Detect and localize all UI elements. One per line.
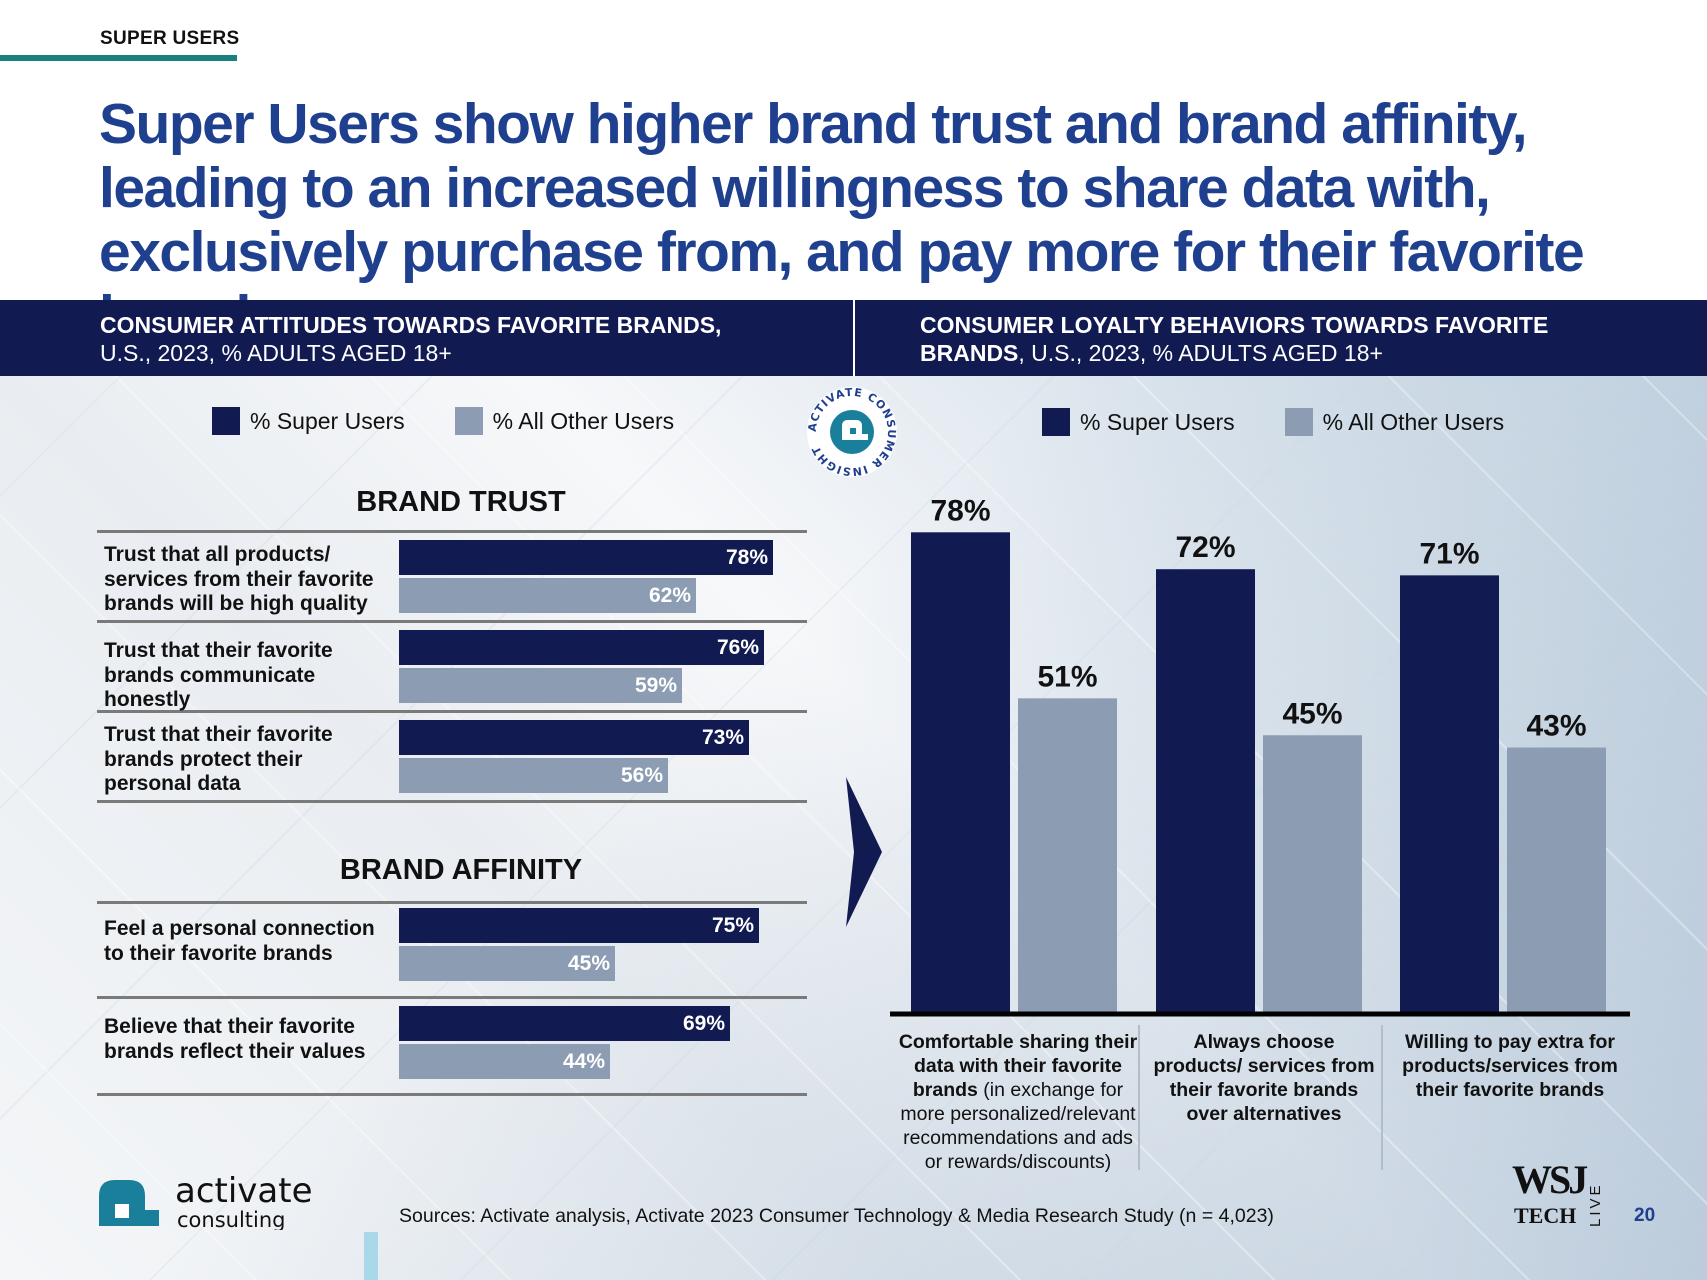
legend-label-other: % All Other Users	[492, 407, 675, 434]
row-label: Believe that their favorite brands refle…	[104, 1015, 366, 1063]
wsj-text: WSJ	[1512, 1157, 1587, 1202]
right-panel-title: CONSUMER LOYALTY BEHAVIORS TOWARDS FAVOR…	[920, 311, 1548, 367]
right-panel-title-bold-1: CONSUMER LOYALTY BEHAVIORS TOWARDS FAVOR…	[920, 312, 1549, 338]
bar-super-users: 73%	[399, 720, 749, 755]
wsj-tech-text: TECH	[1514, 1203, 1576, 1228]
category-label-sharing-note: (in exchange for more personalized/relev…	[900, 1079, 1136, 1173]
legend-item-other: % All Other Users	[1284, 408, 1505, 436]
bar-other-users: 62%	[399, 578, 696, 613]
left-panel-title-rest: U.S., 2023, % ADULTS AGED 18+	[100, 340, 452, 366]
wsj-live-text: LIVE	[1587, 1182, 1604, 1227]
row-divider	[97, 1093, 807, 1096]
category-separator	[1381, 1025, 1383, 1170]
row-label: Trust that their favorite brands protect…	[104, 723, 333, 795]
right-panel-title-rest: , U.S., 2023, % ADULTS AGED 18+	[1018, 340, 1383, 366]
right-legend: % Super Users % All Other Users	[1042, 408, 1554, 436]
row-divider	[97, 530, 807, 533]
panel-title-divider	[853, 300, 855, 376]
legend-swatch-other	[1284, 408, 1313, 436]
legend-item-super: % Super Users	[212, 407, 405, 435]
row-label: Feel a personal connection to their favo…	[104, 917, 375, 965]
bar-other-users: 56%	[399, 758, 668, 793]
left-panel-title: CONSUMER ATTITUDES TOWARDS FAVORITE BRAN…	[100, 311, 721, 367]
wsj-tech-live-logo: WSJ TECH LIVE	[1512, 1157, 1604, 1228]
left-legend: % Super Users % All Other Users	[212, 407, 724, 435]
brand-affinity-heading: BRAND AFFINITY	[339, 854, 583, 886]
category-label-pay-extra: Willing to pay extra for products/servic…	[1402, 1031, 1618, 1101]
bar-super-users: 78%	[399, 540, 773, 575]
left-panel-title-bold: CONSUMER ATTITUDES TOWARDS FAVORITE BRAN…	[100, 312, 722, 338]
legend-label-super: % Super Users	[250, 407, 405, 434]
logo-text-activate: activate	[175, 1171, 313, 1211]
category-separator	[1138, 1025, 1140, 1170]
bar-other-users: 45%	[399, 946, 615, 981]
row-label: Trust that their favorite brands communi…	[104, 639, 333, 711]
legend-swatch-other	[454, 407, 483, 435]
legend-label-other: % All Other Users	[1322, 408, 1505, 435]
category-label-sharing: Comfortable sharing their data with thei…	[898, 1030, 1138, 1174]
activate-consumer-insight-badge-icon: ACTIVATE CONSUMER INSIGHT	[806, 386, 897, 478]
page-headline: Super Users show higher brand trust and …	[99, 92, 1585, 348]
category-label-choose: Always choose products/ services from th…	[1153, 1031, 1375, 1125]
bar-other-users: 59%	[399, 668, 682, 703]
section-tag-underline	[0, 55, 237, 61]
bar-super-users: 69%	[399, 1006, 730, 1041]
legend-swatch-super	[1042, 408, 1070, 436]
page-number: 20	[1634, 1205, 1656, 1226]
row-divider	[97, 800, 807, 803]
legend-swatch-super	[212, 407, 240, 435]
source-note: Sources: Activate analysis, Activate 202…	[399, 1205, 1274, 1227]
footer-accent-bar	[364, 1232, 378, 1280]
right-panel-title-bold-2: BRANDS	[920, 340, 1019, 366]
category-label-sharing-bold: Comfortable sharing their data with thei…	[898, 1031, 1138, 1101]
row-label: Trust that all products/ services from t…	[104, 543, 374, 615]
section-tag: SUPER USERS	[100, 28, 240, 49]
legend-item-other: % All Other Users	[454, 407, 675, 435]
activate-consulting-logo: activate consulting	[99, 1171, 313, 1230]
bar-super-users: 75%	[399, 908, 759, 943]
bar-super-users: 76%	[399, 630, 764, 665]
bar-other-users: 44%	[399, 1044, 610, 1079]
legend-label-super: % Super Users	[1080, 408, 1235, 435]
row-divider	[97, 620, 807, 623]
chevron-right-icon	[846, 777, 882, 927]
row-divider	[97, 996, 807, 999]
row-divider	[97, 901, 807, 904]
row-divider	[97, 710, 807, 713]
legend-item-super: % Super Users	[1042, 408, 1235, 436]
logo-text-consulting: consulting	[177, 1208, 286, 1230]
brand-trust-heading: BRAND TRUST	[356, 486, 566, 518]
